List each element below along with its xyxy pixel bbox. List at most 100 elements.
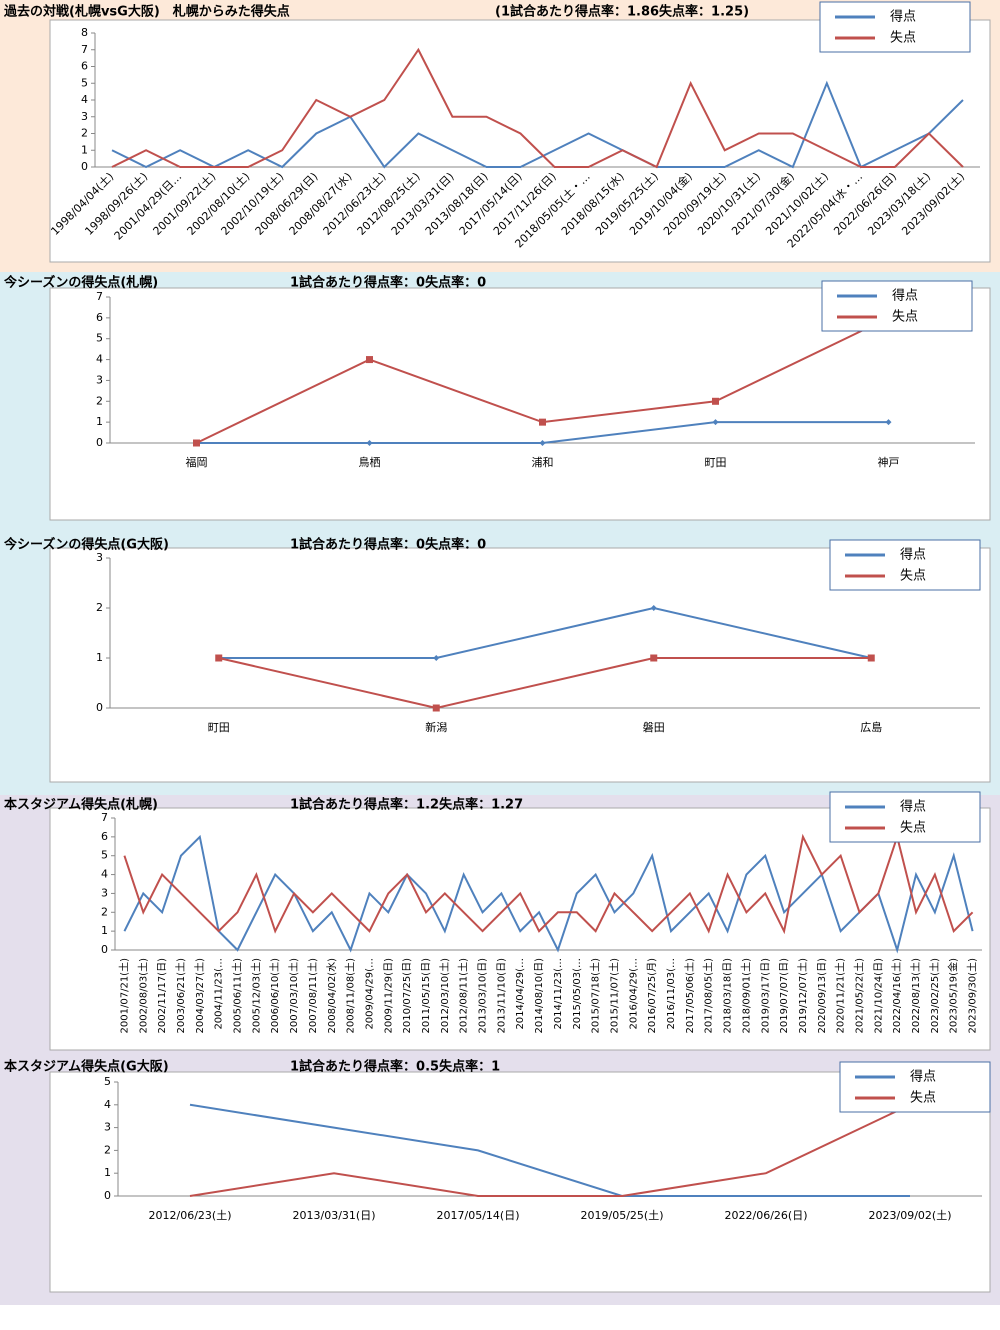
chart-subtitle: (1試合あたり得点率：1.86失点率：1.25): [495, 4, 749, 20]
x-tick-label: 2018/09/01(土): [739, 958, 752, 1034]
y-tick-label: 4: [96, 353, 103, 366]
y-tick-label: 1: [101, 924, 108, 937]
chart-title: 過去の対戦(札幌vsG大阪) 札幌からみた得失点: [3, 4, 290, 20]
y-tick-label: 4: [104, 1098, 111, 1111]
x-tick-label: 2017/05/14(日): [437, 1209, 520, 1222]
x-tick-label: 2002/08/03(土): [136, 958, 149, 1034]
y-tick-label: 2: [81, 127, 88, 140]
x-tick-label: 2010/07/25(日): [402, 958, 413, 1034]
x-tick-label: 2017/08/05(土): [702, 958, 715, 1034]
x-tick-label: 2014/04/29(…: [515, 958, 526, 1030]
x-tick-label: 2016/07/25(月): [646, 958, 658, 1034]
legend: [829, 539, 981, 591]
x-tick-label: 2023/02/25(土): [928, 958, 941, 1034]
legend-label: 失点: [910, 1091, 936, 1106]
series-line: [218, 606, 872, 659]
series-line: [123, 833, 974, 935]
y-tick-label: 1: [96, 415, 103, 428]
point: [539, 440, 546, 446]
point: [193, 439, 200, 447]
chart-title: 本スタジアム得失点(G大阪): [4, 1059, 169, 1075]
y-tick-label: 8: [81, 26, 88, 39]
x-tick-label: 浦和: [532, 456, 554, 469]
y-tick-label: 0: [96, 701, 103, 714]
x-tick-label: 2023/09/30(土): [966, 958, 979, 1034]
series-line: [218, 657, 872, 710]
legend-label: 得点: [900, 799, 926, 815]
y-tick-label: 5: [81, 76, 88, 89]
chart-subtitle: 1試合あたり得点率：0失点率：0: [290, 537, 486, 553]
y-tick-label: 1: [81, 143, 88, 156]
y-tick-label: 0: [81, 160, 88, 173]
x-tick-label: 2017/05/06(土): [683, 958, 696, 1034]
point: [215, 654, 223, 662]
point: [867, 654, 875, 662]
point: [366, 356, 373, 364]
legend: [829, 791, 981, 843]
series-line: [111, 47, 964, 169]
x-tick-label: 2008/11/08(土): [344, 958, 357, 1034]
x-tick-label: 2001/07/21(土): [117, 958, 130, 1034]
y-tick-label: 3: [101, 886, 108, 899]
y-tick-label: 5: [96, 332, 103, 345]
y-tick-label: 0: [96, 436, 103, 449]
legend: [821, 280, 973, 332]
x-tick-label: 2003/06/21(土): [174, 958, 187, 1034]
x-tick-label: 2019/07/07(日): [779, 958, 790, 1034]
point: [650, 654, 658, 662]
y-tick-label: 2: [96, 601, 103, 614]
x-tick-label: 2014/11/23(…: [553, 958, 564, 1030]
x-tick-label: 2022/06/26(日): [725, 1209, 808, 1222]
x-tick-label: 2022/08/13(土): [909, 958, 922, 1034]
y-tick-label: 7: [96, 290, 103, 303]
x-tick-label: 2023/09/02(土): [869, 1209, 952, 1222]
x-tick-label: 2004/03/27(土): [193, 958, 206, 1034]
x-tick-label: 2023/05/19(金): [947, 958, 960, 1034]
x-tick-label: 新潟: [425, 720, 447, 734]
x-tick-label: 2013/11/10(日): [496, 958, 507, 1034]
point: [539, 418, 546, 426]
x-tick-label: 2012/03/10(土): [438, 958, 451, 1034]
x-tick-label: 町田: [705, 456, 727, 469]
x-tick-label: 2009/04/29(…: [364, 958, 375, 1030]
x-tick-label: 2002/11/17(日): [157, 958, 168, 1034]
x-tick-label: 福岡: [186, 455, 208, 469]
y-tick-label: 1: [104, 1166, 111, 1179]
legend-label: 得点: [900, 547, 926, 563]
x-tick-label: 2019/05/25(土): [581, 1209, 664, 1222]
x-tick-label: 広島: [860, 720, 882, 734]
y-tick-label: 3: [96, 551, 103, 564]
y-tick-label: 0: [101, 943, 108, 956]
x-tick-label: 2016/11/03(…: [666, 958, 677, 1030]
x-tick-label: 磐田: [643, 720, 665, 734]
x-tick-label: 2006/06/10(土): [268, 958, 281, 1034]
chart-subtitle: 1試合あたり得点率：0失点率：0: [290, 275, 486, 291]
series-line: [189, 1103, 910, 1197]
x-tick-label: 2007/08/11(土): [306, 958, 319, 1034]
x-tick-label: 町田: [208, 721, 230, 734]
x-tick-label: 2015/07/18(土): [589, 958, 602, 1034]
x-tick-label: 2009/11/29(日): [383, 958, 394, 1034]
chart-subtitle: 1試合あたり得点率：1.2失点率：1.27: [290, 797, 523, 813]
chart-panel: [49, 1071, 991, 1293]
x-tick-label: 2008/04/02(水): [326, 958, 338, 1034]
x-tick-label: 2005/12/03(土): [249, 958, 262, 1034]
x-tick-label: 2007/03/10(土): [287, 958, 300, 1034]
chart-title: 今シーズンの得失点(札幌): [3, 275, 158, 291]
x-tick-label: 2012/06/23(土): [149, 1209, 232, 1222]
point: [433, 655, 440, 661]
x-tick-label: 2004/11/23(…: [214, 958, 225, 1030]
x-tick-label: 神戸: [878, 455, 900, 469]
legend-label: 得点: [910, 1069, 936, 1085]
legend-label: 失点: [890, 31, 916, 46]
y-tick-label: 6: [101, 830, 108, 843]
chart-title: 今シーズンの得失点(G大阪): [3, 537, 169, 553]
x-tick-label: 2019/03/17(日): [760, 958, 771, 1034]
chart-title: 本スタジアム得失点(札幌): [4, 797, 158, 813]
y-tick-label: 4: [81, 93, 88, 106]
x-tick-label: 2013/03/10(日): [478, 958, 489, 1034]
x-tick-label: 2016/04/29(…: [628, 958, 639, 1030]
chart-panel: [49, 19, 991, 263]
y-tick-label: 2: [96, 394, 103, 407]
